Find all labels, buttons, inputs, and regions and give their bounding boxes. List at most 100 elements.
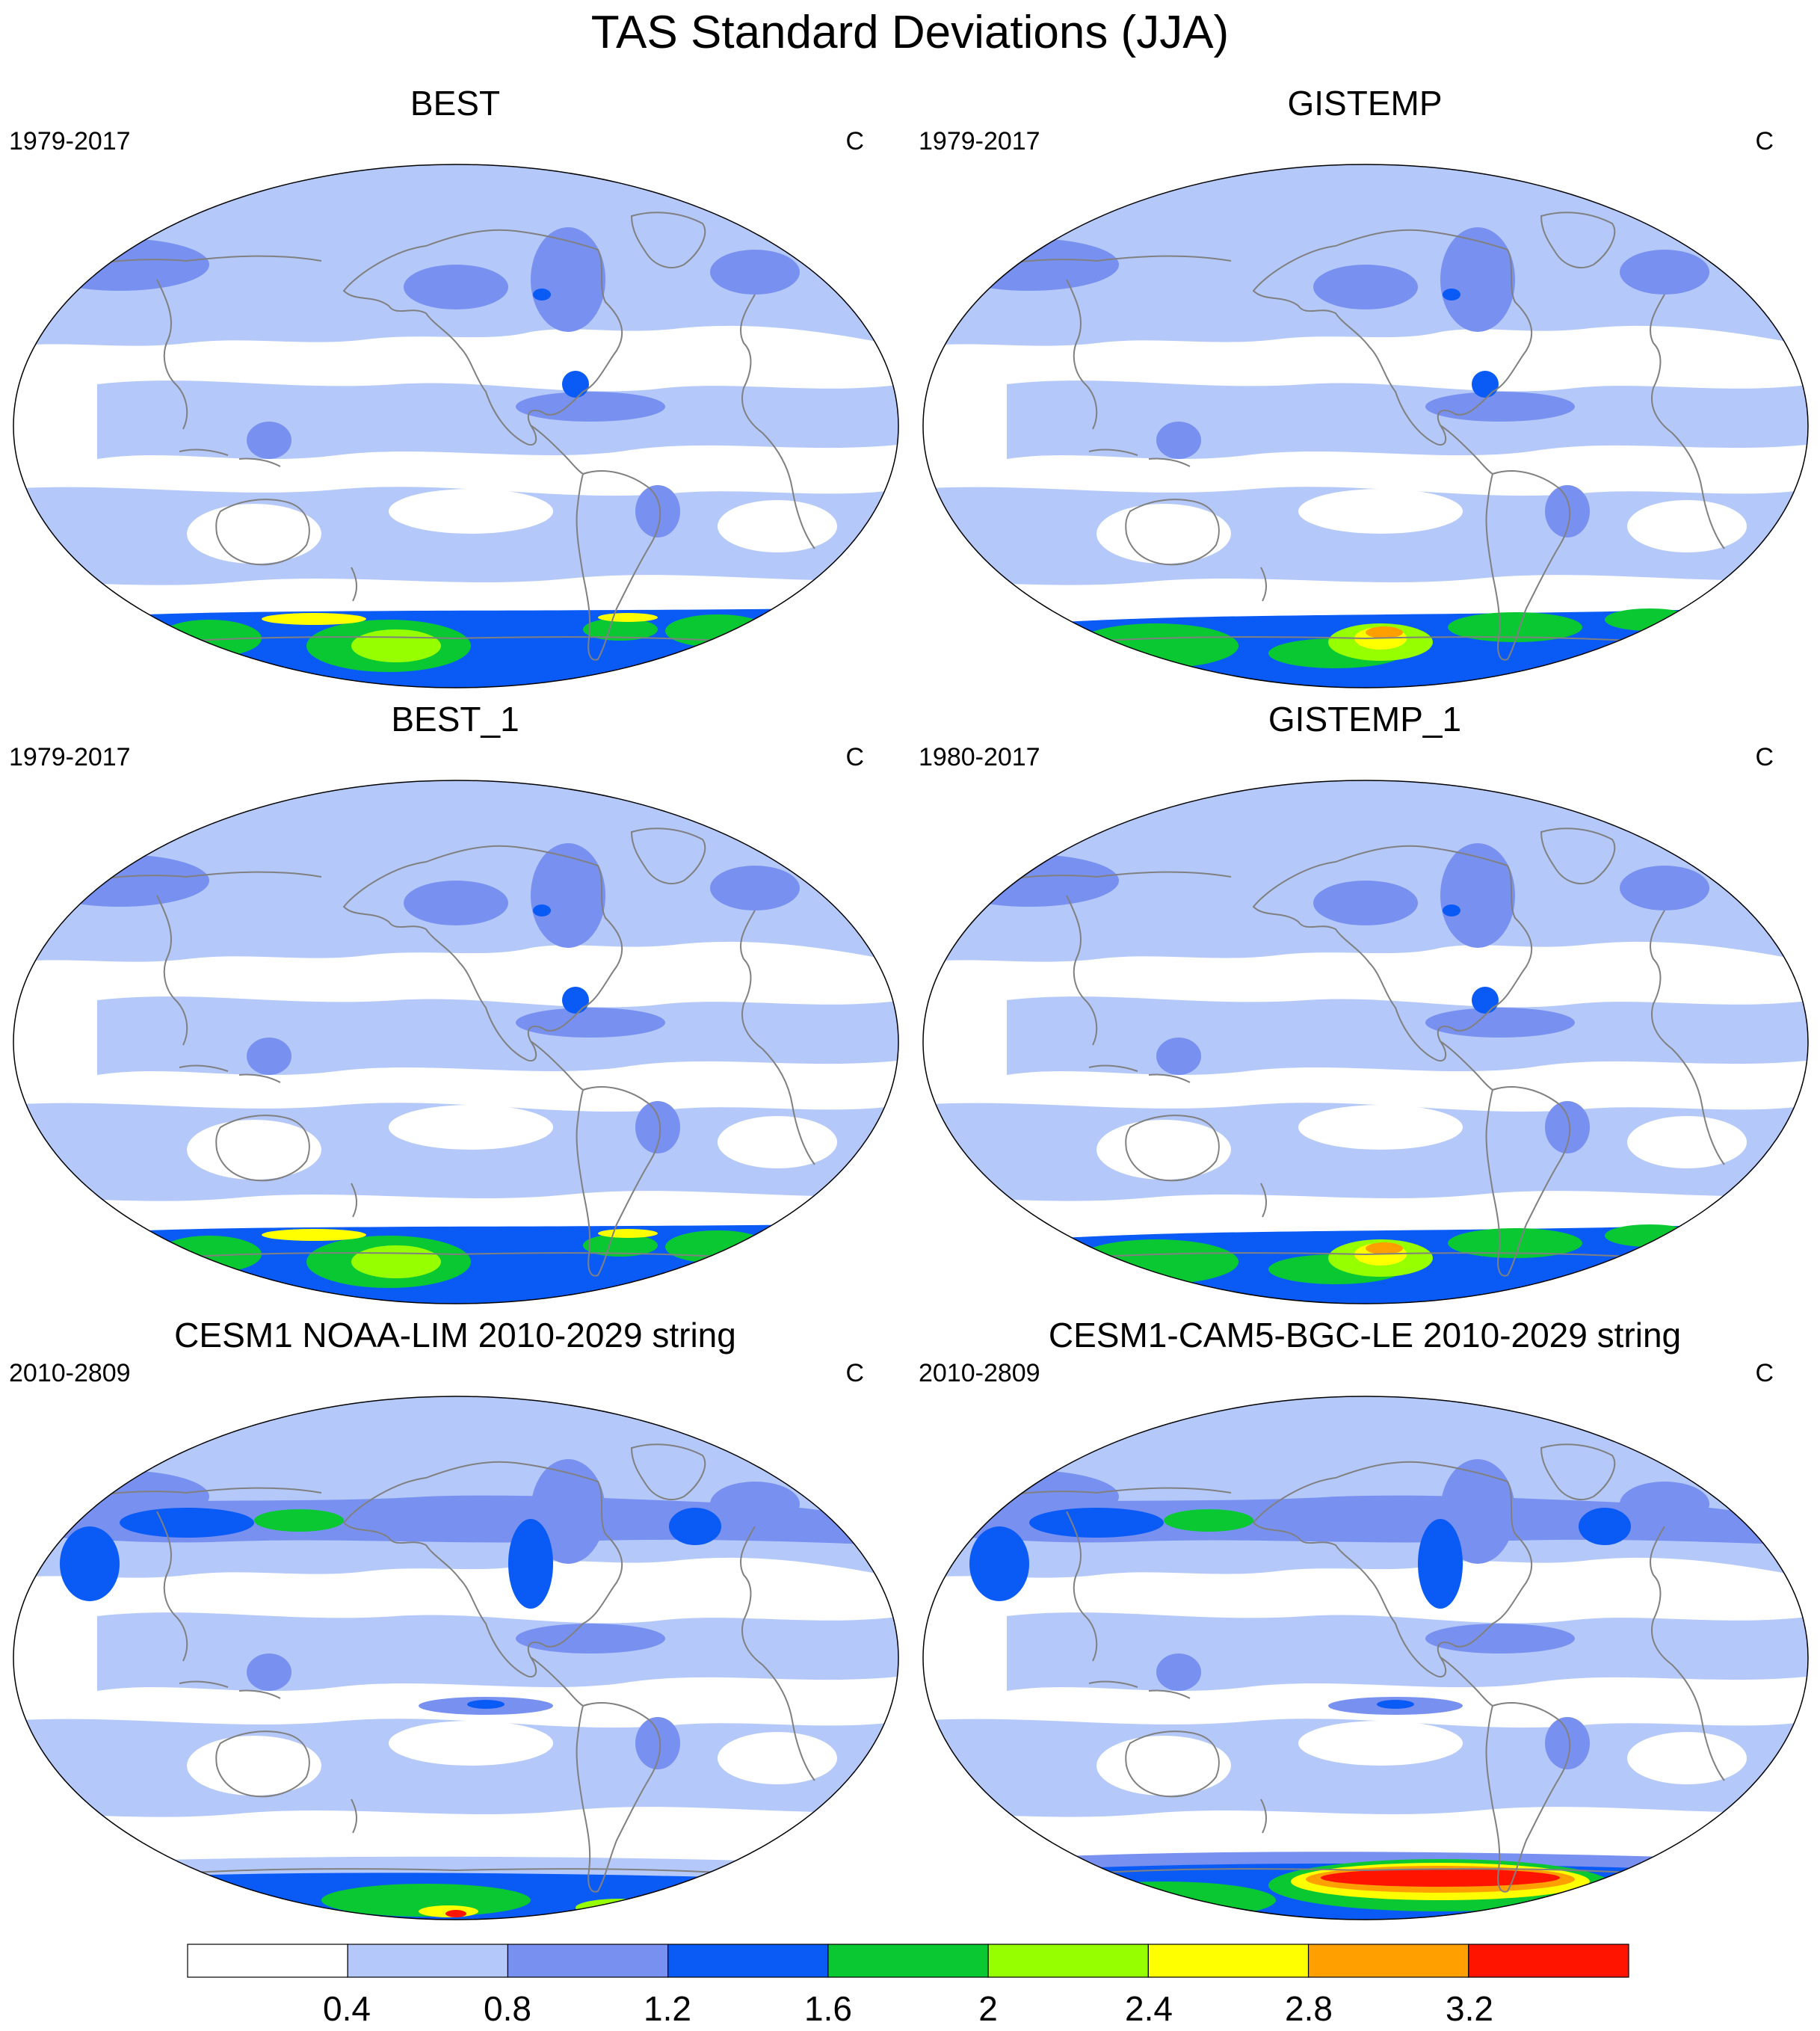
map-border	[922, 164, 1809, 688]
contour-region-below-0-4	[718, 1116, 837, 1168]
map-field	[923, 164, 1808, 688]
contour-region-0-8-1-2	[1620, 866, 1709, 910]
coastline	[342, 845, 623, 1062]
coastline	[1440, 1041, 1493, 1091]
coastline	[156, 1511, 188, 1662]
colorbar-swatches	[187, 1944, 1629, 1978]
colorbar-swatch	[1147, 1944, 1310, 1978]
colorbar-tick-label: 0.4	[323, 1989, 371, 2028]
contour-region-below-0-4	[718, 1732, 837, 1784]
contour-region-0-8-1-2	[1313, 881, 1418, 925]
coastline	[1260, 1799, 1267, 1834]
contour-region-2-4-2-8	[262, 1229, 366, 1241]
coastline	[215, 1730, 310, 1798]
contour-region-0-8-1-2	[1156, 1654, 1201, 1691]
contour-region-below-0-4	[1096, 1736, 1231, 1796]
coastline	[630, 212, 706, 268]
panel-title: GISTEMP	[1287, 84, 1443, 123]
panel-title: BEST_1	[391, 700, 519, 739]
contour-region-2-4-2-8	[598, 613, 658, 622]
coastline	[351, 1799, 357, 1834]
contour-region-above-3-2	[445, 1910, 466, 1917]
map-panel-cesm1-cam5-bgc-le: CESM1-CAM5-BGC-LE 2010-2029 string 2010-…	[910, 1313, 1820, 1933]
contour-region-0-4-0-8	[923, 780, 1808, 963]
world-map-robinson	[922, 1396, 1809, 1920]
contour-region-1-2-1-6	[1377, 1700, 1414, 1709]
coastline	[530, 1041, 584, 1091]
contour-region-0-8-1-2	[710, 866, 800, 910]
panel-period: 2010-2809	[9, 1359, 131, 1387]
contour-region-below-0-4	[718, 500, 837, 552]
contour-region-0-8-1-2	[1425, 392, 1575, 422]
map-border	[13, 164, 899, 688]
contour-region-0-8-1-2	[247, 1038, 291, 1075]
contour-region-0-8-1-2	[940, 854, 1119, 907]
contour-region-0-8-1-2	[710, 250, 800, 295]
coastline	[215, 499, 310, 566]
contour-region-1-6-2	[583, 618, 658, 641]
contour-region-1-6-2	[583, 1234, 658, 1257]
contour-region-2-4-2-8	[598, 1229, 658, 1238]
coastline	[740, 1526, 815, 1781]
panel-period: 1980-2017	[919, 743, 1040, 771]
contour-region-below-0-4	[1298, 489, 1463, 534]
contour-region-0-4-0-8	[13, 164, 898, 347]
contour-region-above-3-2	[1203, 1912, 1230, 1918]
contour-region-0-8-1-2	[1440, 227, 1515, 332]
world-map-robinson	[13, 164, 899, 688]
coastline	[1650, 910, 1725, 1165]
contour-region-0-8-1-2	[30, 854, 209, 907]
panel-title: GISTEMP_1	[1268, 700, 1462, 739]
coastline	[1650, 294, 1725, 549]
contour-region-1-6-2	[135, 1896, 254, 1919]
contour-region-1-2-1-6	[562, 987, 589, 1014]
map-panel-cesm1-noaa-lim: CESM1 NOAA-LIM 2010-2029 string 2010-280…	[0, 1313, 910, 1933]
map-panel-gistemp: GISTEMP 1979-2017 C	[910, 81, 1820, 701]
contour-region-below-0-4	[389, 1105, 553, 1150]
contour-region-1-2-1-6	[533, 289, 551, 301]
contour-region-below-0-4	[389, 1721, 553, 1766]
map-border	[13, 1396, 899, 1920]
coastline	[156, 895, 188, 1046]
panel-units: C	[845, 127, 864, 155]
map-panel-gistemp-1: GISTEMP_1 1980-2017 C	[910, 697, 1820, 1317]
coastline	[530, 1656, 584, 1707]
map-field	[13, 780, 898, 1304]
map-field	[923, 780, 1808, 1304]
coastline	[1125, 1115, 1220, 1182]
contour-region-0-8-1-2	[516, 1624, 665, 1654]
coastline	[1440, 1656, 1493, 1707]
coastline	[351, 567, 357, 602]
coastline	[1066, 1511, 1098, 1662]
map-panel-best-1: BEST_1 1979-2017 C	[0, 697, 910, 1317]
contour-region-1-6-2	[1448, 612, 1582, 642]
figure-title: TAS Standard Deviations (JJA)	[590, 7, 1230, 58]
contour-region-0-4-0-8	[13, 780, 898, 963]
panel-units: C	[1755, 743, 1774, 771]
colorbar-swatch	[347, 1944, 509, 1978]
contour-region-2-8-3-2	[1366, 626, 1403, 638]
colorbar-swatch	[1468, 1944, 1629, 1978]
coastline	[1066, 279, 1098, 430]
contour-region-1-2-1-6	[1443, 904, 1460, 916]
contour-region-below-0-4	[1627, 500, 1747, 552]
panel-period: 1979-2017	[9, 743, 131, 771]
contour-region-0-8-1-2	[635, 1101, 680, 1153]
coastline	[740, 294, 815, 549]
coastline	[1252, 229, 1533, 446]
coastline	[1125, 499, 1220, 566]
coastline	[576, 1086, 661, 1277]
coastline	[1650, 1526, 1725, 1781]
contour-region-1-2-1-6	[1443, 289, 1460, 301]
coastline	[576, 470, 661, 661]
coastline	[740, 910, 815, 1165]
contour-region-2-8-3-2	[1366, 1242, 1403, 1254]
panel-title: CESM1-CAM5-BGC-LE 2010-2029 string	[1048, 1316, 1682, 1354]
map-panel-best: BEST 1979-2017 C	[0, 81, 910, 701]
contour-region-1-6-2	[1448, 1228, 1582, 1258]
panel-units: C	[1755, 1359, 1774, 1387]
contour-region-0-8-1-2	[516, 392, 665, 422]
panel-period: 1979-2017	[919, 127, 1040, 155]
map-field	[13, 1396, 898, 1920]
coastline	[342, 1461, 623, 1678]
